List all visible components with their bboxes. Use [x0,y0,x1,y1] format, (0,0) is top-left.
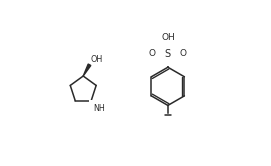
Text: OH: OH [91,55,103,64]
Text: NH: NH [93,104,105,113]
Text: S: S [165,49,171,59]
Text: O: O [149,49,156,58]
Polygon shape [83,64,91,76]
Text: O: O [180,49,187,58]
Text: OH: OH [161,33,175,42]
